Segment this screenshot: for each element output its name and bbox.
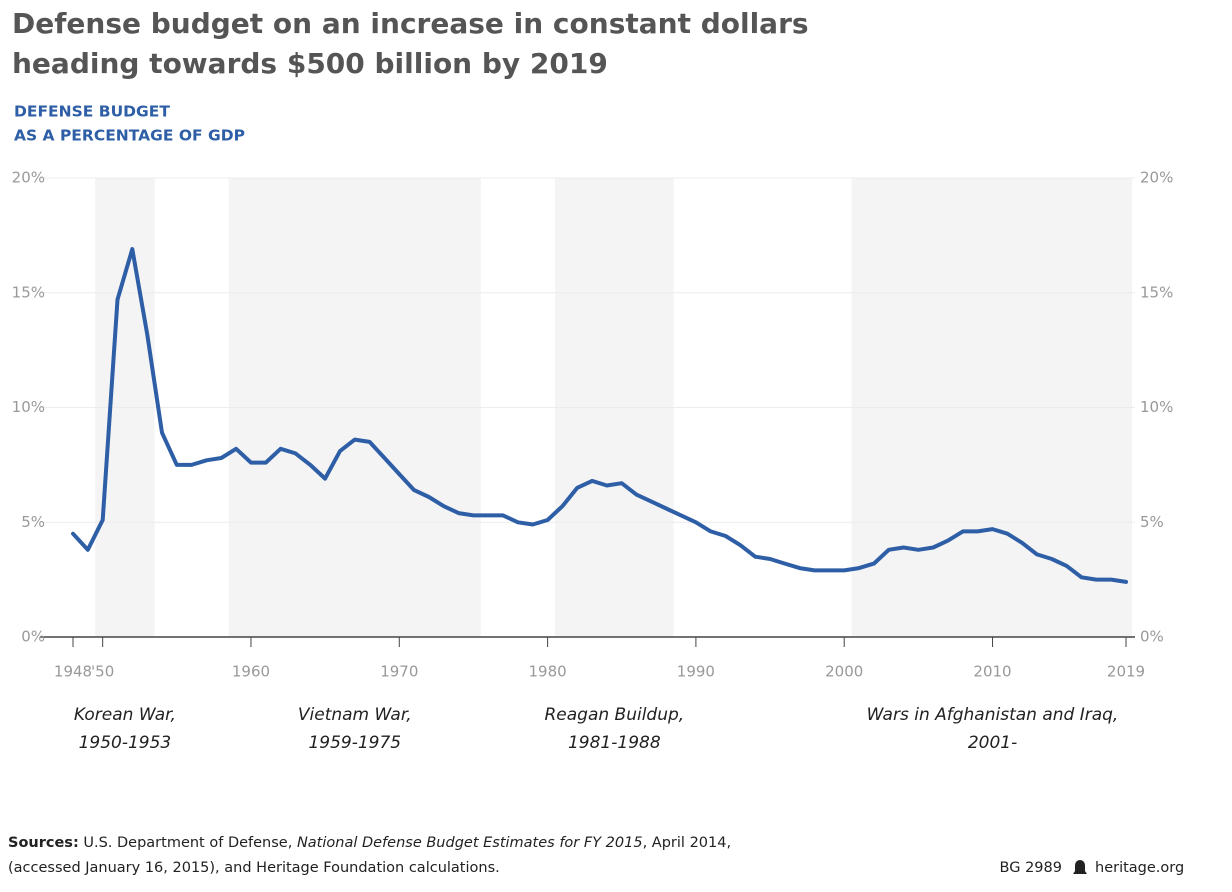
x-tick-label: '50 xyxy=(91,663,114,681)
source-publication: National Defense Budget Estimates for FY… xyxy=(297,835,643,851)
period-years: 1950-1953 xyxy=(79,733,172,753)
plot: 0% 0% 5% 5% 10% 10% 15% 15% 20% 20% 1948'50 1960 197… xyxy=(12,169,1174,681)
source-text: U.S. Department of Defense, xyxy=(83,835,292,851)
source-text: , April 2014, xyxy=(643,835,731,851)
period-label: Korean War, xyxy=(74,705,176,725)
site: heritage.org xyxy=(1095,860,1184,876)
x-tick-label: 1990 xyxy=(677,663,715,681)
period-label: Wars in Afghanistan and Iraq, xyxy=(867,705,1119,725)
x-tick-label: 1960 xyxy=(232,663,270,681)
y-tick-label: 5% xyxy=(21,513,45,531)
data-line xyxy=(71,247,1128,584)
y2-tick-label: 20% xyxy=(1140,169,1173,187)
report-code: BG 2989 xyxy=(1000,860,1062,876)
x-tick-label: 2019 xyxy=(1107,663,1145,681)
y2-tick-label: 10% xyxy=(1140,398,1173,416)
x-tick-label: 2000 xyxy=(825,663,863,681)
y2-tick-label: 15% xyxy=(1140,283,1173,301)
period-label: Reagan Buildup, xyxy=(544,705,684,725)
x-tick-label: 1948 xyxy=(54,663,92,681)
y-tick-label: 15% xyxy=(12,283,45,301)
period-years: 1959-1975 xyxy=(308,733,401,753)
period-years: 1981-1988 xyxy=(568,733,661,753)
source-label: Sources: xyxy=(8,835,79,851)
x-tick-label: 1970 xyxy=(380,663,418,681)
source-line: Sources: U.S. Department of Defense, Nat… xyxy=(8,835,731,851)
x-tick-label: 2010 xyxy=(973,663,1011,681)
y-tick-label: 20% xyxy=(12,169,45,187)
chart-subtitle: AS A PERCENTAGE OF GDP xyxy=(14,127,245,145)
chart-title: heading towards $500 billion by 2019 xyxy=(12,47,608,80)
bell-icon xyxy=(1073,860,1087,874)
chart-title: Defense budget on an increase in constan… xyxy=(12,7,809,40)
chart-subtitle: DEFENSE BUDGET xyxy=(14,103,170,121)
period-label: Vietnam War, xyxy=(298,705,412,725)
y2-tick-label: 0% xyxy=(1140,628,1164,646)
source-line: (accessed January 16, 2015), and Heritag… xyxy=(8,860,500,876)
period-years: 2001- xyxy=(968,733,1017,753)
x-tick-label: 1980 xyxy=(528,663,566,681)
y-tick-label: 0% xyxy=(21,628,45,646)
y-tick-label: 10% xyxy=(12,398,45,416)
y2-tick-label: 5% xyxy=(1140,513,1164,531)
